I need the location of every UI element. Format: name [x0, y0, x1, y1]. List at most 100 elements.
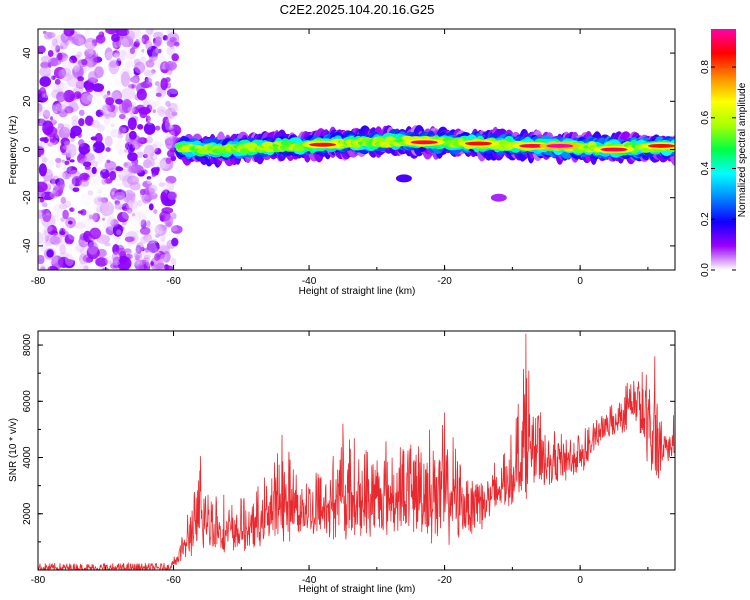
noise-cell	[143, 144, 155, 160]
noise-cell	[111, 90, 123, 102]
noise-cell	[159, 243, 166, 249]
ridge-peak	[647, 143, 675, 148]
noise-cell	[110, 219, 119, 227]
noise-cell	[159, 178, 163, 183]
noise-cell	[151, 172, 156, 178]
noise-cell	[146, 29, 154, 36]
noise-cell	[146, 179, 152, 185]
noise-cell	[76, 153, 87, 164]
colorbar-tick-label: 0.2	[700, 212, 711, 226]
noise-cell	[127, 106, 135, 113]
noise-cell	[66, 74, 78, 87]
noise-cell	[38, 181, 48, 193]
noise-cell	[63, 89, 75, 103]
noise-cell	[134, 234, 144, 241]
noise-cell	[63, 203, 67, 208]
noise-cell	[146, 176, 152, 180]
noise-cell	[70, 137, 75, 143]
noise-cell	[53, 203, 64, 212]
noise-cell	[146, 136, 153, 144]
noise-cell	[151, 238, 158, 244]
noise-cell	[105, 51, 118, 61]
noise-cell	[38, 232, 46, 243]
noise-cell	[172, 130, 179, 137]
x-tick-label: -20	[437, 575, 452, 586]
noise-cell	[143, 159, 152, 169]
noise-cell	[125, 193, 135, 206]
noise-cell	[168, 125, 174, 130]
noise-cell	[38, 93, 49, 103]
noise-cell	[56, 181, 66, 189]
noise-cell	[93, 196, 106, 206]
noise-cell	[170, 104, 180, 113]
noise-cell	[87, 175, 100, 184]
noise-cell	[49, 83, 56, 90]
noise-cell	[147, 111, 161, 124]
noise-cell	[155, 46, 163, 54]
noise-cell	[56, 91, 66, 103]
noise-cell	[75, 80, 86, 89]
noise-cell	[72, 201, 82, 213]
noise-cell	[46, 142, 53, 147]
spectrogram-heatmap	[38, 29, 675, 270]
noise-cell	[120, 48, 126, 52]
noise-cell	[39, 76, 52, 87]
noise-cell	[38, 45, 46, 54]
noise-cell	[138, 214, 148, 229]
noise-cell	[154, 125, 161, 131]
noise-cell	[171, 237, 179, 247]
noise-cell	[133, 251, 142, 259]
noise-cell	[60, 196, 67, 205]
noise-cell	[80, 93, 93, 104]
noise-cell	[117, 247, 127, 257]
noise-cell	[130, 101, 137, 108]
noise-cell	[116, 139, 128, 152]
noise-cell	[139, 226, 151, 235]
noise-cell	[38, 104, 46, 117]
noise-cell	[47, 159, 55, 167]
noise-cell	[111, 33, 120, 43]
noise-cell	[144, 236, 156, 244]
noise-cell	[120, 71, 131, 87]
noise-cell	[117, 211, 129, 223]
noise-cell	[143, 69, 155, 77]
noise-cell	[155, 92, 162, 97]
noise-cell	[129, 181, 141, 191]
noise-cell	[161, 90, 171, 101]
noise-cell	[50, 43, 60, 51]
noise-cell	[130, 216, 138, 223]
noise-cell	[57, 123, 65, 129]
noise-cell	[68, 170, 81, 179]
noise-cell	[123, 161, 132, 169]
noise-cell	[57, 52, 63, 61]
x-tick-label: 0	[577, 575, 583, 586]
noise-cell	[76, 264, 86, 270]
noise-cell	[127, 151, 138, 162]
snr-x-label: Height of straight line (km)	[299, 584, 416, 595]
noise-cell	[162, 116, 169, 126]
noise-cell	[104, 242, 111, 247]
y-tick-label: 40	[22, 47, 33, 59]
noise-cell	[146, 240, 160, 253]
noise-cell	[170, 257, 177, 267]
noise-cell	[126, 207, 133, 214]
noise-cell	[62, 57, 73, 70]
noise-cell	[169, 36, 177, 43]
x-tick-label: -20	[437, 276, 452, 287]
noise-cell	[77, 221, 85, 229]
x-tick-label: -40	[302, 276, 317, 287]
noise-cell	[102, 217, 106, 221]
colorbar-tick-label: 0.6	[700, 110, 711, 124]
noise-cell	[171, 225, 183, 234]
noise-cell	[59, 227, 66, 236]
noise-cell	[62, 166, 67, 171]
noise-cell	[65, 149, 72, 158]
noise-cell	[115, 98, 124, 105]
noise-cell	[101, 150, 108, 158]
noise-cell	[80, 176, 85, 180]
ridge-peak	[600, 147, 628, 152]
y-tick-label: 0	[22, 146, 33, 152]
noise-cell	[58, 227, 62, 232]
noise-cell	[92, 141, 105, 154]
